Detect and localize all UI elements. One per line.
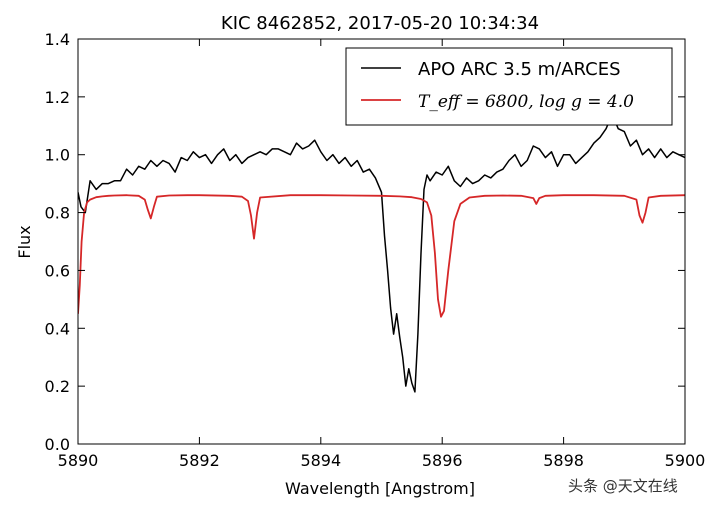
x-tick-label: 5896 [422,451,463,470]
y-tick-label: 0.8 [45,204,70,223]
chart-title: KIC 8462852, 2017-05-20 10:34:34 [221,13,539,34]
y-tick-label: 1.4 [45,30,70,49]
series-line-model [78,194,685,318]
y-tick-label: 0.2 [45,377,70,396]
watermark-text: 头条 @天文在线 [568,477,678,495]
y-axis-label: Flux [15,225,34,258]
legend-label-arces: APO ARC 3.5 m/ARCES [418,59,621,80]
y-tick-label: 0.4 [45,319,70,338]
legend-box [345,47,673,126]
y-tick-label: 0.0 [45,435,70,454]
x-tick-label: 5900 [665,451,706,470]
x-tick-label: 5894 [300,451,341,470]
y-tick-label: 1.2 [45,88,70,107]
x-tick-label: 5892 [179,451,220,470]
plot-frame [77,38,686,445]
x-axis-label: Wavelength [Angstrom] [285,479,475,498]
x-tick-label: 5890 [58,451,99,470]
y-tick-label: 1.0 [45,146,70,165]
legend: APO ARC 3.5 m/ARCES T_eff = 6800, log g … [345,47,673,126]
plot-area: 5890 5892 5894 5896 5898 5900 0.0 0.2 0.4 0.6 0.8 1… [45,30,706,470]
y-tick-label: 0.6 [45,261,70,280]
series-line-arces [78,113,685,393]
legend-label-model: T_eff = 6800, log g = 4.0 [418,92,634,112]
x-tick-label: 5898 [543,451,584,470]
